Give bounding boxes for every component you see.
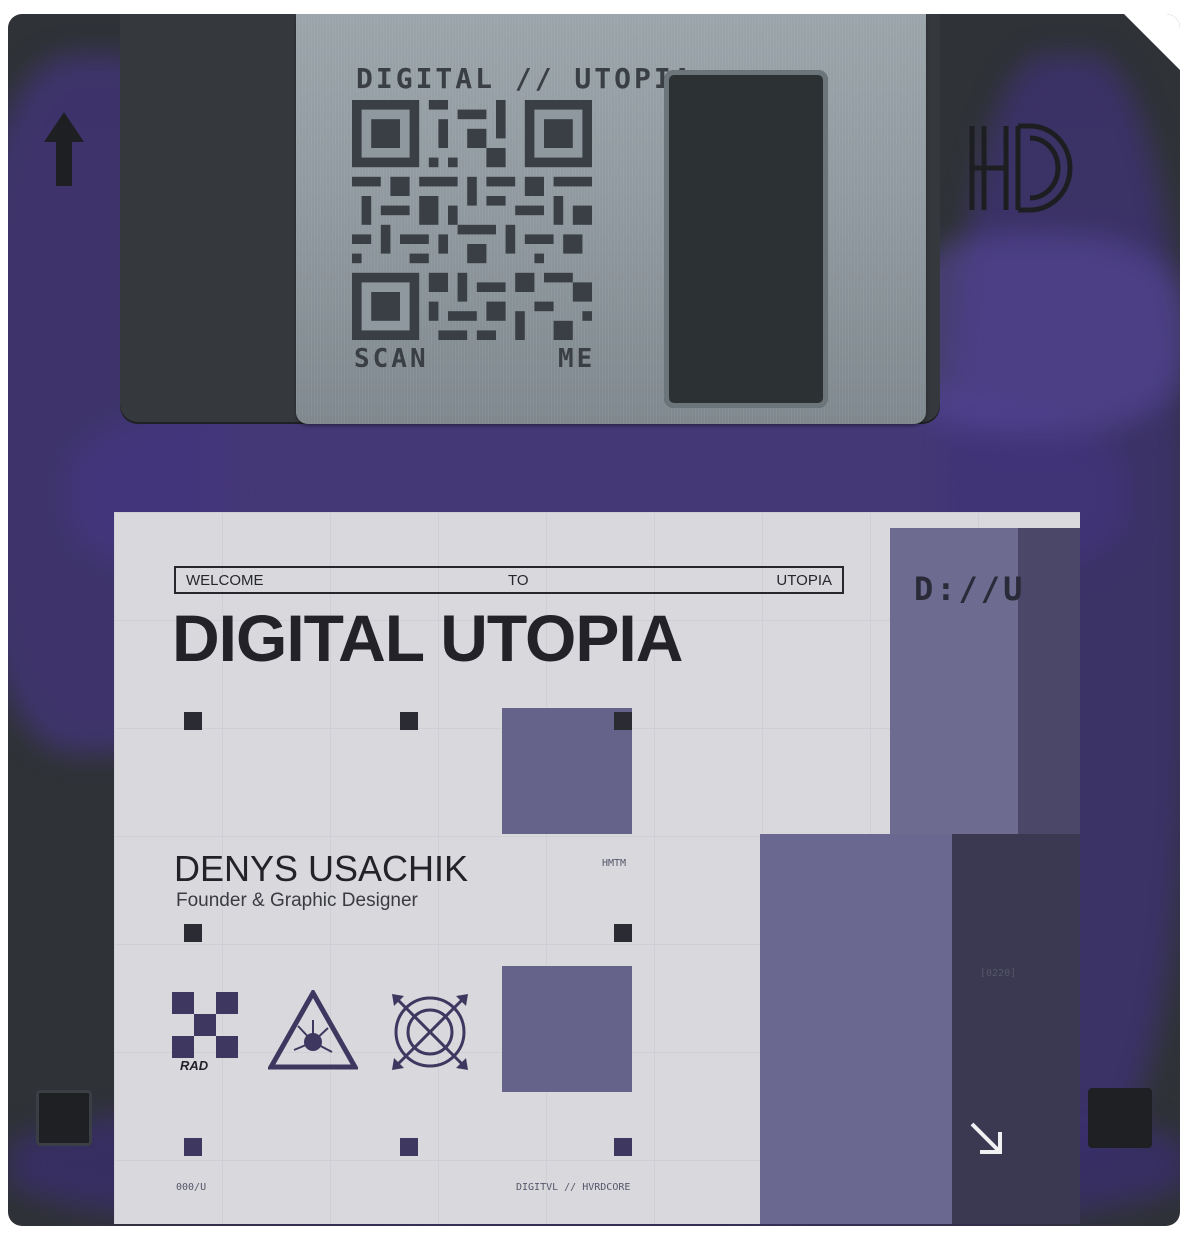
rad-checker-icon <box>172 992 238 1058</box>
target-cross-icon <box>392 994 468 1070</box>
hd-indicator-hole <box>1088 1088 1152 1148</box>
label-lower-panel-shade <box>952 834 1080 1224</box>
du-mark: D://U <box>914 570 1026 608</box>
label-title: DIGITAL UTOPIA <box>172 601 683 675</box>
code-0220: [0220] <box>980 968 1017 979</box>
grid-marker <box>184 1138 202 1156</box>
qr-code-icon <box>352 100 592 340</box>
welcome-right: UTOPIA <box>776 572 832 589</box>
grid-marker <box>184 712 202 730</box>
person-role: Founder & Graphic Designer <box>176 890 418 911</box>
welcome-mid: TO <box>508 572 529 589</box>
grid-marker <box>400 712 418 730</box>
welcome-bar: WELCOME TO UTOPIA <box>174 566 844 594</box>
grid-marker <box>614 924 632 942</box>
floppy-disk: DIGITAL // UTOPIA SCAN ME <box>8 14 1180 1226</box>
explosive-warning-icon <box>268 990 358 1070</box>
write-protect-hole <box>36 1090 92 1146</box>
qr-title: DIGITAL // UTOPIA <box>356 62 694 95</box>
disk-label: WELCOME TO UTOPIA DIGITAL UTOPIA D://U H… <box>114 512 1080 1224</box>
arrow-down-right-icon <box>970 1122 1002 1154</box>
code-hmtm: HMTM <box>602 858 627 869</box>
me-label: ME <box>558 344 596 374</box>
disk-corner-notch <box>1122 14 1180 72</box>
grid-marker <box>614 712 632 730</box>
footer-mid-code: DIGITVL // HVRDCORE <box>516 1182 631 1193</box>
person-name: DENYS USACHIK <box>174 848 469 889</box>
insert-arrow-icon <box>44 112 84 186</box>
metal-shutter: DIGITAL // UTOPIA SCAN ME <box>296 14 926 424</box>
violet-block-lower <box>502 966 632 1092</box>
rad-label: RAD <box>180 1058 209 1073</box>
footer-left-code: 000/U <box>176 1182 207 1193</box>
grid-marker <box>400 1138 418 1156</box>
grid-marker <box>614 1138 632 1156</box>
hd-logo-icon <box>969 123 1073 213</box>
violet-block-upper <box>502 708 632 834</box>
shutter-window <box>664 70 828 408</box>
welcome-left: WELCOME <box>186 572 264 589</box>
grid-marker <box>184 924 202 942</box>
scan-label: SCAN <box>354 344 429 374</box>
